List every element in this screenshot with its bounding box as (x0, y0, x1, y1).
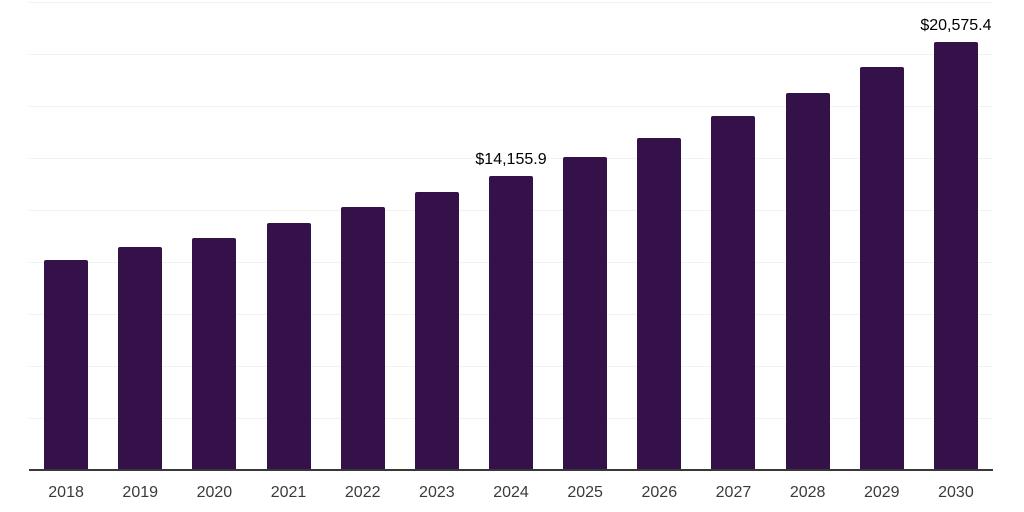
x-tick-label-2022: 2022 (344, 484, 381, 501)
x-tick-label-2021: 2021 (270, 484, 307, 501)
bar-2027 (711, 115, 756, 470)
gridline (29, 158, 993, 159)
x-tick-label-2026: 2026 (641, 484, 678, 501)
x-tick-label-2027: 2027 (715, 484, 752, 501)
gridline (29, 106, 993, 107)
data-label-2024: $14,155.9 (475, 150, 547, 168)
gridline (29, 54, 993, 55)
x-tick-label-2028: 2028 (789, 484, 826, 501)
bar-2029 (859, 67, 904, 470)
bar-2019 (118, 246, 163, 470)
gridline (29, 2, 993, 3)
bar-2023 (414, 191, 459, 470)
bar-2028 (785, 93, 830, 470)
bar-2025 (563, 156, 608, 470)
bar-2026 (637, 138, 682, 470)
data-label-2030: $20,575.4 (920, 17, 992, 35)
x-axis-line (29, 469, 993, 471)
x-tick-label-2023: 2023 (419, 484, 455, 501)
x-tick-label-2019: 2019 (122, 484, 159, 501)
bar-2021 (266, 222, 311, 470)
x-tick-label-2018: 2018 (48, 484, 84, 501)
bar-2030 (933, 42, 978, 470)
bar-2024 (489, 175, 533, 470)
bar-2018 (44, 259, 89, 470)
x-tick-label-2025: 2025 (567, 484, 603, 501)
x-tick-label-2020: 2020 (196, 484, 233, 501)
x-tick-label-2030: 2030 (938, 484, 974, 501)
bar-2020 (192, 237, 237, 470)
bar-2022 (340, 207, 385, 470)
x-tick-label-2029: 2029 (863, 484, 900, 501)
x-tick-label-2024: 2024 (493, 484, 529, 501)
